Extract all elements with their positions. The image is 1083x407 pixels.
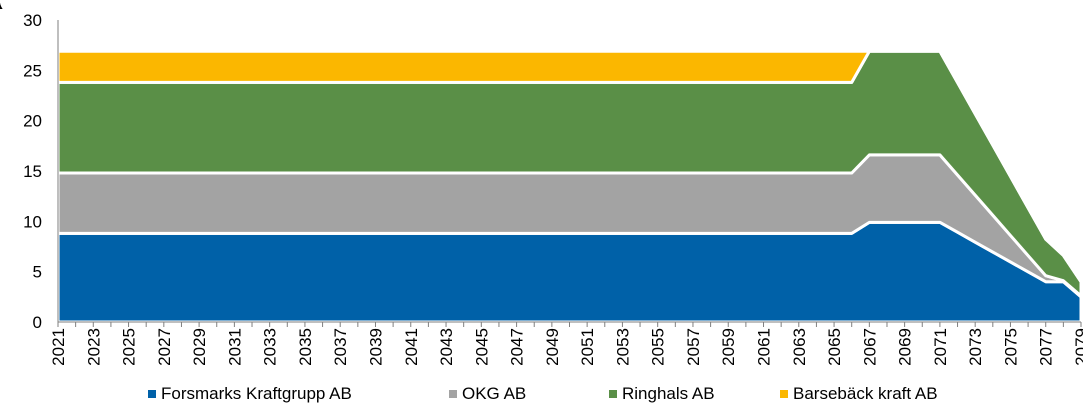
legend: Forsmarks Kraftgrupp AB OKG AB Ringhals AB… <box>0 384 1083 407</box>
legend-item: Forsmarks Kraftgrupp AB <box>148 384 352 404</box>
y-tick-label: 10 <box>23 212 42 231</box>
legend-item: Ringhals AB <box>609 384 715 404</box>
x-tick-label: 2051 <box>578 328 597 366</box>
x-tick-label: 2049 <box>543 328 562 366</box>
x-tick-label: 2061 <box>755 328 774 366</box>
x-tick-label: 2029 <box>190 328 209 366</box>
x-tick-label: 2031 <box>225 328 244 366</box>
legend-item: Barsebäck kraft AB <box>780 384 938 404</box>
x-tick-label: 2047 <box>508 328 527 366</box>
x-tick-label: 2067 <box>860 328 879 366</box>
x-tick-label: 2023 <box>84 328 103 366</box>
y-tick-label: 15 <box>23 162 42 181</box>
y-tick-label: 30 <box>23 11 42 30</box>
legend-label: Ringhals AB <box>622 384 715 403</box>
x-tick-label: 2043 <box>437 328 456 366</box>
x-tick-label: 2057 <box>684 328 703 366</box>
x-tick-label: 2077 <box>1037 328 1056 366</box>
x-tick-label: 2053 <box>613 328 632 366</box>
x-tick-label: 2045 <box>472 328 491 366</box>
x-tick-label: 2025 <box>120 328 139 366</box>
y-tick-label: 25 <box>23 61 42 80</box>
legend-item: OKG AB <box>449 384 526 404</box>
y-tick-label: 5 <box>33 263 42 282</box>
x-tick-label: 2075 <box>1001 328 1020 366</box>
x-tick-label: 2071 <box>931 328 950 366</box>
y-axis: 0 5 10 15 20 25 30 <box>23 11 59 332</box>
x-tick-label: 2055 <box>649 328 668 366</box>
legend-label: OKG AB <box>462 384 527 403</box>
chart-title-fragment: ( <box>0 0 3 11</box>
x-tick-label: 2073 <box>966 328 985 366</box>
x-tick-label: 2065 <box>825 328 844 366</box>
x-tick-label: 2069 <box>896 328 915 366</box>
area-series-0 <box>56 220 1083 324</box>
legend-swatch <box>449 390 457 398</box>
x-tick-label: 2039 <box>366 328 385 366</box>
area-layers <box>56 49 1083 324</box>
x-tick-label: 2037 <box>331 328 350 366</box>
legend-swatch <box>780 390 788 398</box>
y-tick-label: 0 <box>33 313 42 332</box>
legend-swatch <box>609 390 617 398</box>
y-tick-label: 20 <box>23 112 42 131</box>
area-series-3 <box>56 49 1083 284</box>
x-tick-label: 2027 <box>155 328 174 366</box>
legend-label: Forsmarks Kraftgrupp AB <box>161 384 352 403</box>
x-tick-label: 2021 <box>49 328 68 366</box>
x-tick-label: 2063 <box>790 328 809 366</box>
x-tick-label: 2079 <box>1072 328 1083 366</box>
x-axis: 2021 2023 2025 2027 2029 2031 2033 2035 2037 2039… <box>49 321 1083 366</box>
x-tick-label: 2035 <box>296 328 315 366</box>
legend-label: Barsebäck kraft AB <box>793 384 938 403</box>
x-tick-label: 2033 <box>261 328 280 366</box>
x-tick-label: 2041 <box>402 328 421 366</box>
x-tick-label: 2059 <box>719 328 738 366</box>
legend-swatch <box>148 390 156 398</box>
